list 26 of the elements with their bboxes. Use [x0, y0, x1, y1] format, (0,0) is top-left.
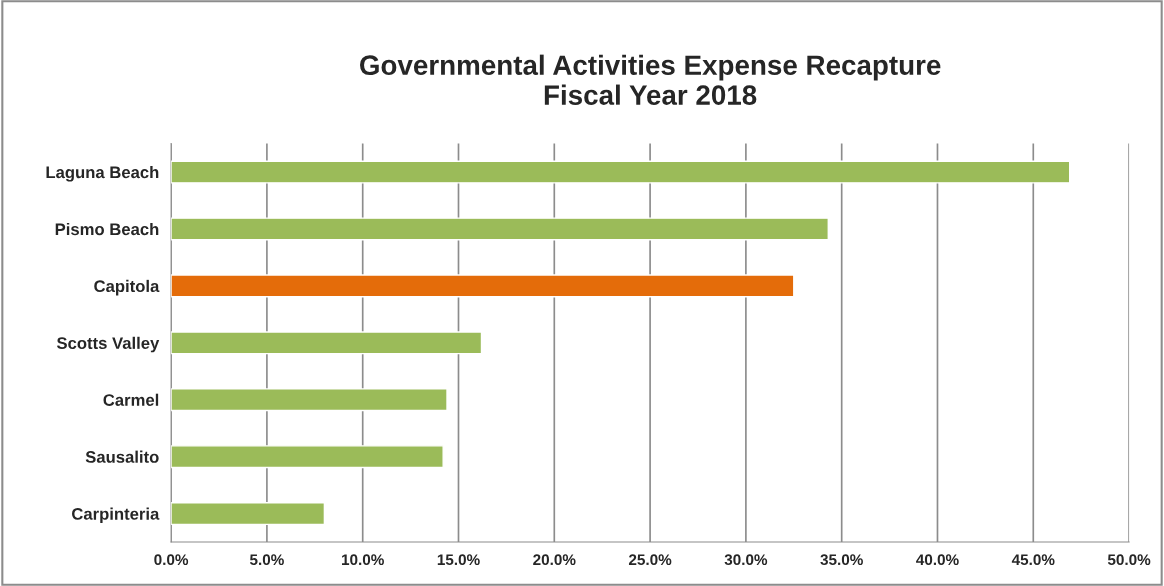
y-tick-label: Carmel [103, 393, 159, 406]
bar [171, 388, 448, 412]
bar [171, 502, 326, 526]
x-tick-label: 40.0% [916, 554, 959, 566]
y-tick-label: Scotts Valley [56, 336, 160, 353]
bar [171, 217, 829, 241]
y-tick-label: Capitola [94, 279, 160, 296]
chart-title: Governmental Activities Expense Recapture Fiscal Year 2018 [360, 54, 941, 105]
bar [171, 331, 483, 355]
bar [171, 274, 795, 298]
x-tick-label: 5.0% [249, 554, 284, 566]
x-tick-label: 30.0% [724, 554, 768, 566]
x-tick-label: 20.0% [533, 554, 576, 566]
x-tick-label: 15.0% [437, 554, 480, 566]
y-tick-label: Sausalito [85, 450, 159, 463]
y-tick-label: Pismo Beach [55, 222, 159, 236]
x-tick-label: 10.0% [342, 554, 384, 566]
x-tick-label: 25.0% [628, 554, 672, 566]
y-tick-label: Laguna Beach [46, 165, 159, 182]
x-tick-label: 0.0% [154, 554, 189, 566]
x-tick-label: 35.0% [820, 554, 863, 566]
y-tick-label: Carpinteria [72, 507, 160, 524]
x-tick-label: 50.0% [1107, 554, 1151, 566]
x-tick-label: 45.0% [1011, 554, 1055, 566]
bar [171, 445, 444, 469]
bar [171, 160, 1071, 184]
